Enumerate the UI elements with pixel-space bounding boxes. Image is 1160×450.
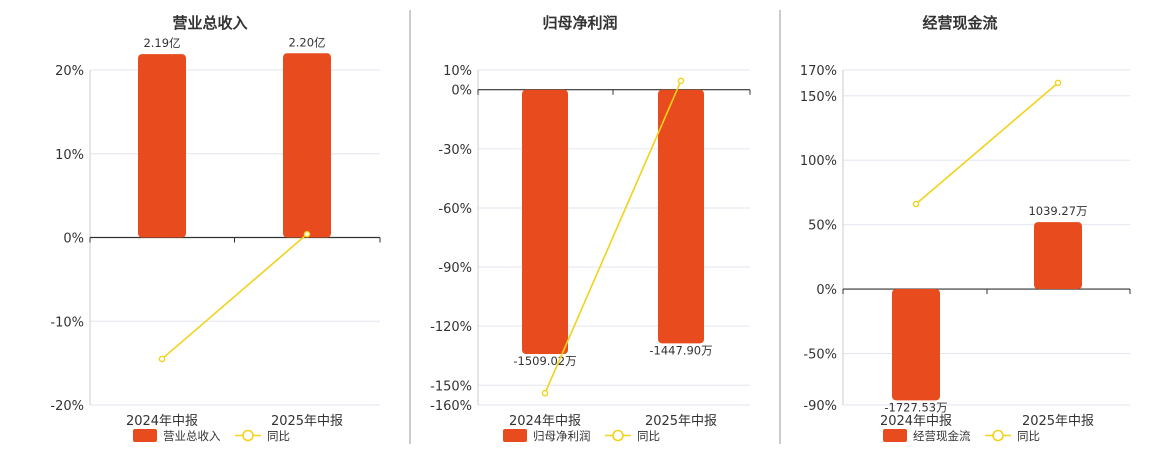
y-tick-label: -20% — [50, 399, 84, 414]
y-tick-label: 0% — [451, 84, 472, 99]
legend-line-marker — [612, 429, 624, 442]
chart-title: 经营现金流 — [922, 14, 997, 32]
legend-line-label: 同比 — [1017, 429, 1040, 443]
y-tick-label: 100% — [800, 154, 837, 169]
legend-bar-label: 经营现金流 — [913, 429, 971, 443]
bar — [892, 289, 940, 401]
yoy-point — [1054, 79, 1062, 87]
bar-value-label: 1039.27万 — [1028, 204, 1087, 218]
bar — [283, 53, 331, 238]
yoy-point — [303, 230, 311, 238]
y-tick-label: 10% — [55, 148, 84, 163]
y-tick-label: -120% — [430, 320, 472, 335]
bar-value-label: -1447.90万 — [649, 343, 712, 357]
y-tick-label: -10% — [50, 315, 84, 330]
x-category-label: 2024年中报 — [126, 414, 198, 429]
bar — [658, 89, 704, 344]
legend-line-label: 同比 — [267, 429, 290, 443]
y-tick-label: 20% — [55, 64, 84, 79]
bar-value-label: 2.20亿 — [288, 35, 325, 49]
yoy-line — [544, 80, 682, 394]
legend-bar-swatch — [503, 429, 527, 442]
yoy-point — [677, 77, 685, 85]
y-tick-label: 50% — [808, 219, 837, 234]
legend-line-label: 同比 — [637, 429, 660, 443]
y-tick-label: -150% — [430, 379, 472, 394]
y-tick-label: 0% — [816, 283, 837, 298]
legend-bar-label: 营业总收入 — [163, 429, 221, 443]
chart-title: 营业总收入 — [172, 14, 247, 32]
yoy-point — [158, 355, 166, 363]
x-category-label: 2024年中报 — [509, 414, 581, 429]
y-tick-label: -160% — [430, 399, 472, 414]
x-category-label: 2025年中报 — [645, 414, 717, 429]
x-category-label: 2025年中报 — [1022, 414, 1094, 429]
y-tick-label: 10% — [443, 64, 472, 79]
yoy-line — [915, 82, 1059, 205]
legend-bar-label: 归母净利润 — [533, 429, 591, 443]
yoy-point — [912, 200, 920, 208]
yoy-point — [541, 389, 549, 397]
y-tick-label: -90% — [803, 399, 837, 414]
x-category-label: 2024年中报 — [880, 414, 952, 429]
bar — [1034, 222, 1082, 290]
bar-value-label: 2.19亿 — [143, 36, 180, 50]
y-tick-label: -60% — [438, 202, 472, 217]
y-tick-label: -90% — [438, 261, 472, 276]
y-tick-label: -30% — [438, 143, 472, 158]
yoy-line — [161, 233, 308, 360]
bar-value-label: -1727.53万 — [884, 400, 947, 414]
y-tick-label: 0% — [63, 232, 84, 247]
legend-bar-swatch — [883, 429, 907, 442]
chart-title: 归母净利润 — [542, 14, 617, 32]
bar — [522, 89, 568, 355]
bar — [138, 54, 186, 238]
legend-line-marker — [242, 429, 254, 442]
legend-line-marker — [992, 429, 1004, 442]
y-tick-label: -50% — [803, 347, 837, 362]
x-category-label: 2025年中报 — [271, 414, 343, 429]
y-tick-label: 170% — [800, 64, 837, 79]
y-tick-label: 150% — [800, 90, 837, 105]
bar-value-label: -1509.02万 — [513, 354, 576, 368]
legend-bar-swatch — [133, 429, 157, 442]
